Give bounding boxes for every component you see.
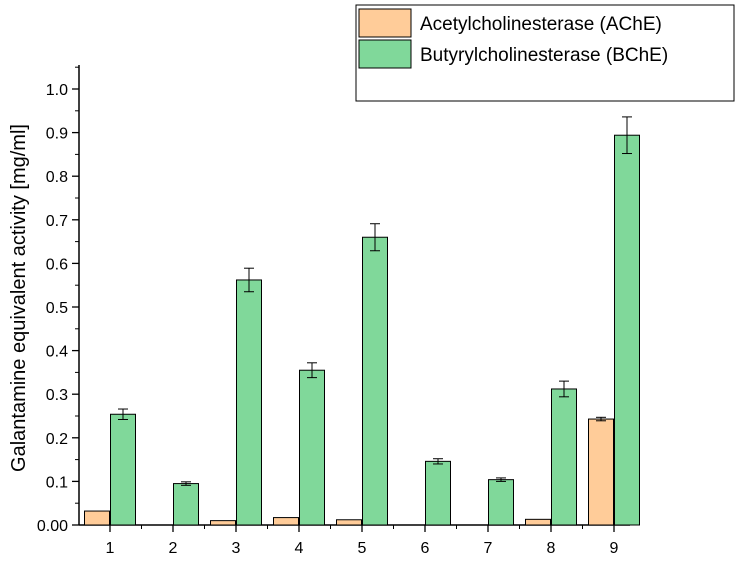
y-tick-label: 0.3 — [46, 387, 68, 404]
y-tick-label: 0.1 — [46, 474, 68, 491]
x-tick-label: 1 — [106, 540, 115, 557]
bar-ache-3 — [210, 520, 236, 526]
y-tick-label: 0.5 — [46, 300, 68, 317]
legend-label-ache: Acetylcholinesterase (AChE) — [420, 14, 662, 35]
plot-area: 0.00 0.1 0.2 0.3 0.4 0.5 0.6 0.7 0.8 0.9 1.0 1 2 3 4 5 6… — [37, 65, 640, 557]
x-tick-label: 3 — [232, 540, 241, 557]
legend-label-bche: Butyrylcholinesterase (BChE) — [420, 45, 668, 66]
y-axis-title: Galantamine equivalent activity [mg/ml] — [8, 124, 30, 472]
bar-bche-2 — [173, 483, 199, 526]
bar-bche-7 — [488, 479, 514, 526]
legend: Acetylcholinesterase (AChE) Butyrylcholi… — [355, 4, 735, 102]
x-tick-label: 7 — [484, 540, 493, 557]
y-tick-label: 0.00 — [37, 518, 68, 535]
bar-bche-3 — [236, 279, 262, 526]
y-tick-label: 0.7 — [46, 213, 68, 230]
x-tick-label: 8 — [547, 540, 556, 557]
x-tick-label: 6 — [421, 540, 430, 557]
x-tick-label: 5 — [358, 540, 367, 557]
bar-ache-1 — [84, 510, 110, 526]
legend-box — [355, 4, 735, 102]
y-tick-label: 0.2 — [46, 431, 68, 448]
bar-bche-9 — [614, 134, 640, 526]
bar-ache-5 — [336, 519, 362, 526]
y-tick-label: 1.0 — [46, 82, 68, 99]
legend-swatch-ache — [358, 8, 412, 38]
x-tick-label: 2 — [169, 540, 178, 557]
legend-swatch-bche — [358, 39, 412, 69]
bar-bche-1 — [110, 413, 136, 526]
y-tick-label: 0.4 — [46, 344, 68, 361]
bar-bche-6 — [425, 460, 451, 526]
x-tick-label: 4 — [295, 540, 304, 557]
bar-bche-8 — [551, 388, 577, 526]
bar-ache-9 — [588, 418, 614, 526]
y-tick-label: 0.9 — [46, 126, 68, 143]
y-tick-label: 0.8 — [46, 169, 68, 186]
bar-bche-5 — [362, 236, 388, 526]
y-tick-label: 0.6 — [46, 256, 68, 273]
bar-ache-4 — [273, 517, 299, 526]
x-tick-label: 9 — [610, 540, 619, 557]
bar-ache-8 — [525, 518, 551, 526]
bar-bche-4 — [299, 369, 325, 526]
